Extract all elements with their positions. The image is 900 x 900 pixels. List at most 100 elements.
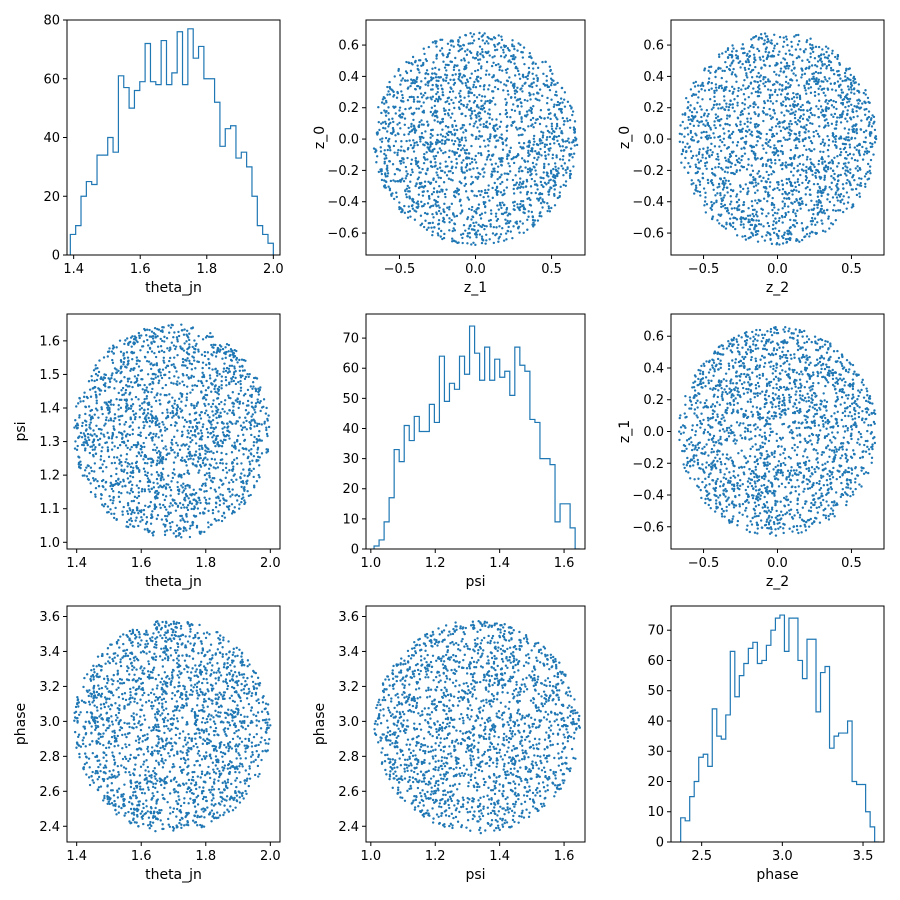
scatter-point: [196, 507, 200, 510]
scatter-point: [499, 55, 503, 58]
scatter-point: [753, 191, 757, 195]
scatter-point: [766, 37, 770, 41]
scatter-point: [201, 371, 204, 374]
scatter-point: [461, 76, 464, 79]
scatter-point: [721, 140, 724, 144]
scatter-point: [451, 165, 454, 168]
scatter-point: [419, 214, 423, 217]
scatter-point: [543, 145, 547, 149]
scatter-point: [411, 63, 414, 66]
scatter-point: [772, 203, 776, 207]
scatter-point: [750, 92, 753, 95]
scatter-point: [819, 71, 822, 75]
scatter-point: [683, 127, 687, 130]
scatter-point: [410, 82, 413, 85]
scatter-point: [473, 122, 476, 125]
scatter-point: [435, 85, 438, 88]
scatter-point: [464, 136, 467, 139]
scatter-point: [499, 233, 503, 236]
scatter-point: [426, 124, 430, 127]
scatter-point: [764, 80, 767, 84]
scatter-point: [375, 155, 379, 158]
scatter-point: [508, 76, 511, 79]
scatter-point: [505, 186, 509, 189]
scatter-point: [736, 116, 740, 119]
scatter-point: [233, 511, 236, 514]
scatter-point: [842, 202, 846, 205]
scatter-point: [208, 471, 211, 475]
scatter-point: [419, 137, 422, 141]
scatter-point: [468, 123, 472, 126]
scatter-point: [820, 53, 823, 56]
scatter-point: [816, 206, 819, 209]
scatter-point: [517, 73, 521, 76]
scatter-point: [730, 150, 734, 153]
scatter-point: [569, 172, 573, 176]
scatter-point: [194, 418, 198, 421]
scatter-point: [511, 44, 514, 48]
scatter-point: [539, 201, 543, 205]
scatter-point: [420, 135, 424, 139]
scatter-point: [524, 166, 527, 169]
scatter-point: [375, 131, 379, 135]
scatter-point: [494, 79, 497, 82]
scatter-point: [697, 96, 700, 99]
scatter-point: [806, 109, 809, 113]
scatter-point: [790, 45, 794, 48]
scatter-point: [810, 216, 814, 220]
scatter-point: [798, 94, 802, 97]
scatter-point: [505, 101, 508, 104]
scatter-point: [457, 77, 460, 81]
scatter-point: [727, 105, 731, 109]
scatter-point: [504, 139, 507, 142]
scatter-point: [423, 202, 426, 206]
scatter-point: [478, 58, 482, 61]
scatter-point: [433, 157, 436, 161]
scatter-point: [755, 230, 758, 233]
scatter-point: [392, 94, 396, 97]
scatter-point: [486, 112, 490, 115]
scatter-point: [569, 169, 572, 173]
scatter-point: [568, 174, 572, 178]
scatter-point: [536, 188, 539, 191]
scatter-point: [226, 429, 229, 432]
scatter-point: [456, 64, 459, 67]
scatter-point: [501, 148, 505, 151]
scatter-point: [779, 150, 782, 153]
scatter-point: [838, 63, 842, 66]
scatter-point: [714, 83, 718, 86]
scatter-point: [507, 162, 510, 165]
scatter-point: [808, 79, 811, 82]
scatter-point: [695, 186, 698, 190]
scatter-point: [472, 167, 475, 170]
scatter-point: [827, 47, 830, 50]
scatter-point: [758, 84, 761, 87]
scatter-point: [403, 211, 407, 215]
scatter-point: [452, 68, 456, 72]
scatter-point: [873, 128, 877, 132]
scatter-point: [862, 140, 866, 144]
scatter-point: [479, 52, 482, 56]
scatter-point: [416, 100, 419, 103]
scatter-point: [811, 44, 814, 47]
scatter-point: [452, 101, 455, 105]
scatter-point: [746, 214, 750, 217]
scatter-point: [788, 78, 792, 82]
scatter-point: [869, 131, 873, 134]
scatter-point: [849, 86, 852, 89]
scatter-point: [732, 47, 735, 50]
scatter-point: [433, 147, 436, 151]
scatter-point: [748, 214, 752, 217]
scatter-point: [754, 80, 757, 83]
scatter-point: [139, 349, 142, 352]
scatter-point: [489, 158, 492, 161]
scatter-point: [817, 45, 821, 49]
scatter-point: [729, 161, 732, 164]
scatter-point: [548, 188, 551, 191]
scatter-point: [77, 463, 80, 466]
scatter-point: [425, 69, 429, 72]
scatter-point: [716, 192, 719, 195]
scatter-point: [750, 76, 754, 79]
scatter-point: [552, 173, 555, 177]
scatter-point: [499, 175, 502, 179]
